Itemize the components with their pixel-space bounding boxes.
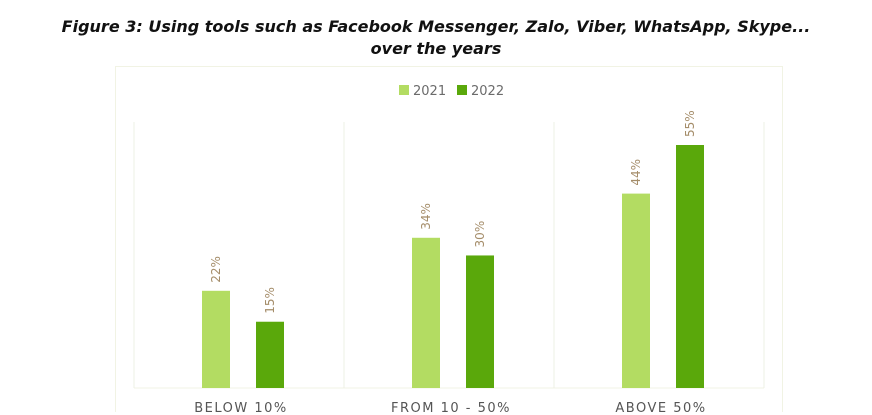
legend-swatch-2022 — [457, 85, 467, 95]
value-label: 44% — [629, 159, 643, 186]
value-label: 15% — [263, 287, 277, 314]
category-label: FROM 10 - 50% — [391, 401, 511, 415]
bar-2021-2 — [412, 237, 440, 388]
bars — [202, 145, 704, 388]
bar-2022-1 — [256, 321, 284, 388]
legend-swatch-2021 — [399, 85, 409, 95]
bar-2021-3 — [622, 193, 650, 388]
value-label: 55% — [683, 110, 697, 137]
bar-2022-3 — [676, 145, 704, 388]
value-label: 30% — [473, 221, 487, 248]
legend-label-2022: 2022 — [471, 84, 504, 99]
bar-2021-1 — [202, 290, 230, 388]
category-labels: BELOW 10% FROM 10 - 50% ABOVE 50% — [194, 401, 706, 415]
bar-2022-2 — [466, 255, 494, 388]
category-label: ABOVE 50% — [615, 401, 706, 415]
value-label: 34% — [419, 203, 433, 230]
chart-title: Figure 3: Using tools such as Facebook M… — [0, 16, 872, 60]
value-label: 22% — [209, 256, 223, 283]
chart-frame — [115, 66, 783, 412]
category-label: BELOW 10% — [194, 401, 288, 415]
chart-title-line-1: Figure 3: Using tools such as Facebook M… — [61, 17, 811, 36]
category-dividers — [133, 122, 765, 389]
chart-title-line-2: over the years — [370, 39, 502, 58]
value-labels: 22% 15% 34% 30% 44% 55% — [209, 110, 697, 313]
legend-label-2021: 2021 — [413, 84, 446, 99]
legend: 2021 2022 — [399, 84, 504, 99]
